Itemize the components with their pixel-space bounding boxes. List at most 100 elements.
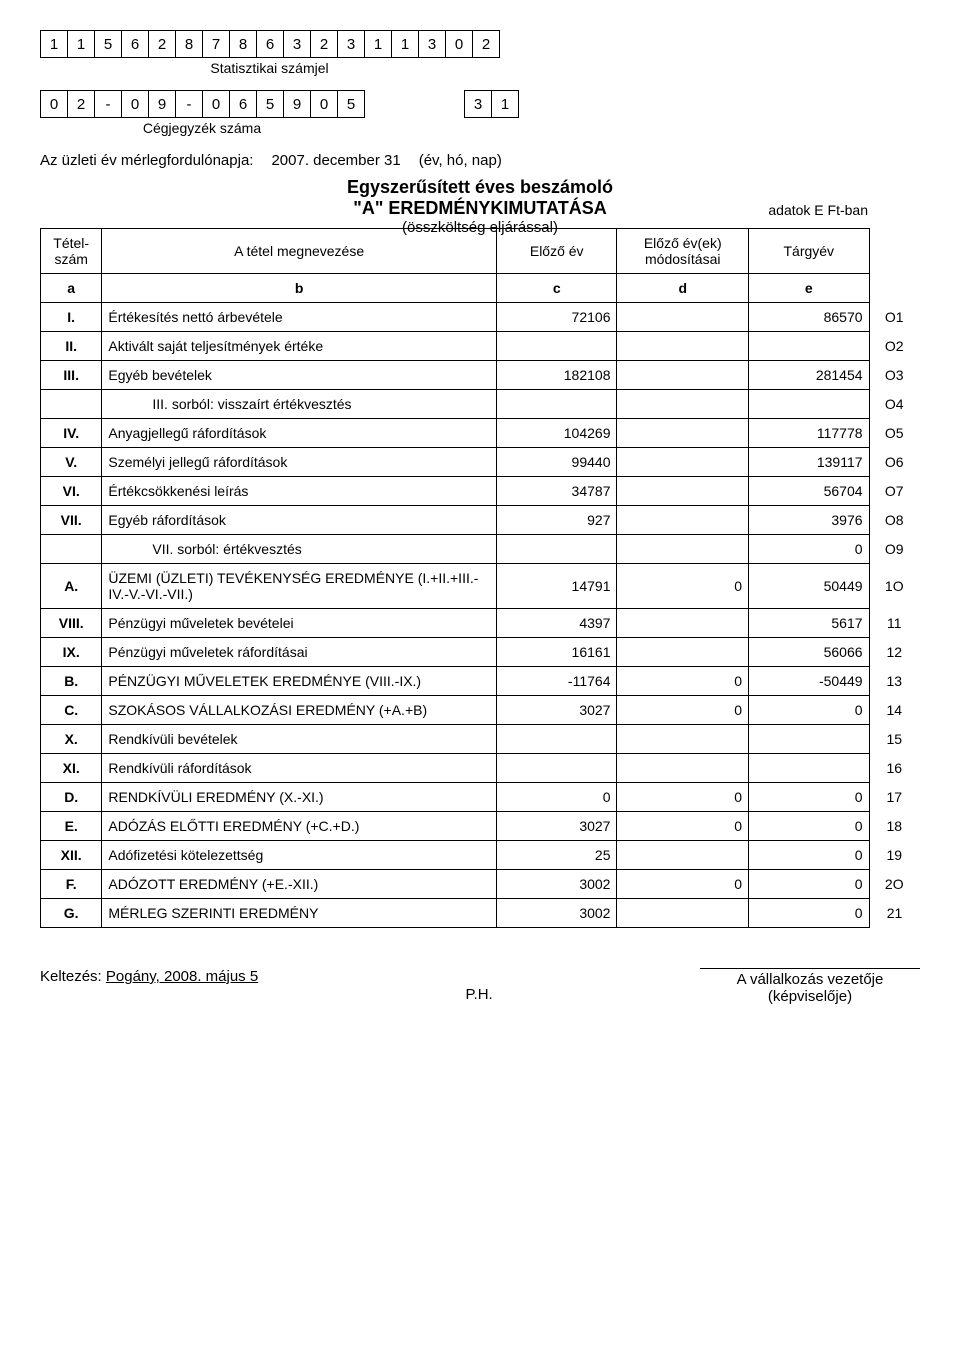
cell-description: Rendkívüli ráfordítások [102,754,497,783]
cell-prev-mod [617,477,749,506]
cell-id: F. [41,870,102,899]
code-cell: 2 [472,30,500,58]
title-line-1: Egyszerűsített éves beszámoló [40,177,920,198]
cell-row-code: 15 [869,725,919,754]
cell-description: ADÓZOTT EREDMÉNY (+E.-XII.) [102,870,497,899]
cell-row-code: 2O [869,870,919,899]
code-cell: 0 [445,30,473,58]
code-cell: 6 [256,30,284,58]
table-row: XI.Rendkívüli ráfordítások16 [41,754,920,783]
table-row: VII. sorból: értékvesztés 0O9 [41,535,920,564]
cell-prev-mod [617,303,749,332]
ceg-row: 02-09-065905 Cégjegyzék száma 31 [40,90,920,136]
table-row: XII.Adófizetési kötelezettség25019 [41,841,920,870]
code-cell: 8 [229,30,257,58]
cell-current-year: 3976 [749,506,870,535]
table-row: I.Értékesítés nettó árbevétele7210686570… [41,303,920,332]
table-row: X.Rendkívüli bevételek15 [41,725,920,754]
cell-id: IX. [41,638,102,667]
table-row: E.ADÓZÁS ELŐTTI EREDMÉNY (+C.+D.)3027001… [41,812,920,841]
cell-current-year [749,754,870,783]
cell-current-year: 56066 [749,638,870,667]
closing-date-value: 2007. december 31 [271,152,400,169]
cell-current-year: -50449 [749,667,870,696]
code-cell: 2 [67,90,95,118]
table-row: F.ADÓZOTT EREDMÉNY (+E.-XII.)3002002O [41,870,920,899]
cell-prev-year: 3002 [496,899,617,928]
cell-prev-mod [617,419,749,448]
closing-date-note: (év, hó, nap) [419,152,502,169]
table-row: B.PÉNZÜGYI MŰVELETEK EREDMÉNYE (VIII.-IX… [41,667,920,696]
cell-row-code: 12 [869,638,919,667]
cell-prev-year: 99440 [496,448,617,477]
cell-row-code: 19 [869,841,919,870]
cell-prev-year: 3027 [496,696,617,725]
code-cell: 0 [121,90,149,118]
cell-current-year: 139117 [749,448,870,477]
cell-prev-year: 16161 [496,638,617,667]
code-cell: 1 [491,90,519,118]
ceg-extra-boxes: 31 [464,90,518,118]
cell-current-year: 0 [749,535,870,564]
cell-description: RENDKÍVÜLI EREDMÉNY (X.-XI.) [102,783,497,812]
cell-prev-year [496,332,617,361]
cell-id: C. [41,696,102,725]
cell-description: Pénzügyi műveletek ráfordításai [102,638,497,667]
th-d: Előző év(ek) módosításai [617,229,749,274]
signature-block: A vállalkozás vezetője (képviselője) [700,968,920,1005]
cell-description: ÜZEMI (ÜZLETI) TEVÉKENYSÉG EREDMÉNYE (I.… [102,564,497,609]
cell-prev-mod [617,609,749,638]
cell-id: G. [41,899,102,928]
th-e: Tárgyév [749,229,870,274]
cell-description: VII. sorból: értékvesztés [102,535,497,564]
cell-row-code: O9 [869,535,919,564]
cell-prev-mod [617,448,749,477]
cell-id: III. [41,361,102,390]
cell-prev-mod [617,725,749,754]
cell-description: Egyéb ráfordítások [102,506,497,535]
code-cell: 6 [229,90,257,118]
table-body: I.Értékesítés nettó árbevétele7210686570… [41,303,920,928]
cell-current-year: 0 [749,870,870,899]
cell-prev-mod [617,754,749,783]
cell-row-code: O2 [869,332,919,361]
cell-description: Egyéb bevételek [102,361,497,390]
table-row: VII.Egyéb ráfordítások9273976O8 [41,506,920,535]
cell-row-code: 16 [869,754,919,783]
code-cell: 5 [256,90,284,118]
dating-block: Keltezés: Pogány, 2008. május 5 [40,968,258,1005]
stat-code-block: 11562878632311302 Statisztikai számjel [40,30,920,76]
cell-prev-year: 14791 [496,564,617,609]
cell-prev-mod: 0 [617,870,749,899]
dating-value: Pogány, 2008. május 5 [106,968,258,985]
cell-id: D. [41,783,102,812]
cell-description: Értékcsökkenési leírás [102,477,497,506]
cell-id [41,535,102,564]
code-cell: 0 [202,90,230,118]
cell-prev-year [496,754,617,783]
cell-row-code: O1 [869,303,919,332]
cell-prev-mod: 0 [617,564,749,609]
ceg-code-boxes: 02-09-065905 [40,90,364,118]
cell-row-code: 17 [869,783,919,812]
table-row: D.RENDKÍVÜLI EREDMÉNY (X.-XI.)00017 [41,783,920,812]
table-row: IX.Pénzügyi műveletek ráfordításai16161 5… [41,638,920,667]
code-cell: 2 [148,30,176,58]
cell-prev-year [496,535,617,564]
code-cell: 0 [40,90,68,118]
cell-current-year [749,332,870,361]
cell-prev-year: 3002 [496,870,617,899]
code-cell: 8 [175,30,203,58]
cell-current-year [749,725,870,754]
cell-current-year: 0 [749,812,870,841]
signature-line [700,968,920,969]
table-row: VI.Értékcsökkenési leírás3478756704O7 [41,477,920,506]
code-cell: 1 [67,30,95,58]
cell-prev-mod [617,535,749,564]
cell-current-year [749,390,870,419]
cell-prev-year: -11764 [496,667,617,696]
table-row: VIII.Pénzügyi műveletek bevételei4397561… [41,609,920,638]
cell-row-code: O3 [869,361,919,390]
footer-row: Keltezés: Pogány, 2008. május 5 P.H. A v… [40,968,920,1005]
cell-id: I. [41,303,102,332]
